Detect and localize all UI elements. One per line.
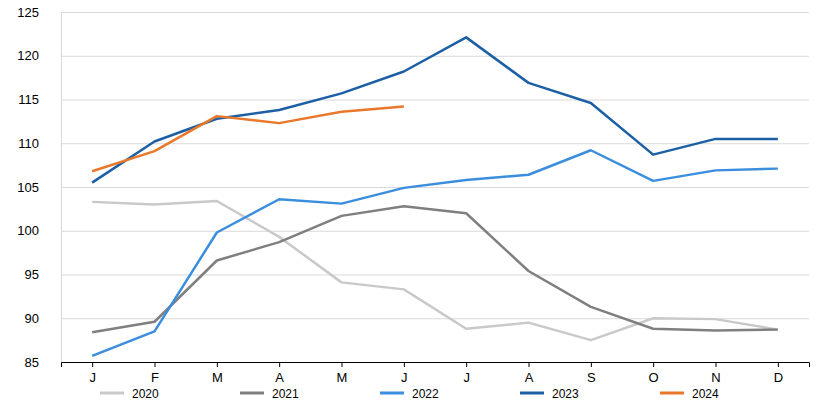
legend-item: 2022 (380, 387, 439, 401)
legend-item: 2024 (660, 387, 719, 401)
y-tick: 100 (17, 223, 809, 238)
x-tick: J (463, 362, 470, 385)
y-tick: 110 (18, 136, 809, 151)
x-tick-mark (279, 362, 280, 367)
x-tick-label: J (463, 370, 470, 385)
grid-line (61, 56, 809, 57)
x-tick-label: M (337, 370, 348, 385)
legend-label: 2023 (552, 387, 579, 401)
x-tick: M (337, 362, 348, 385)
legend-swatch (100, 392, 124, 395)
x-tick-mark (217, 362, 218, 367)
legend-swatch (520, 392, 544, 395)
x-tick-mark (342, 362, 343, 367)
x-tick-label: F (151, 370, 159, 385)
y-tick-label: 120 (17, 48, 39, 63)
series-line (92, 150, 778, 356)
legend-swatch (660, 392, 684, 395)
x-tick: D (774, 362, 783, 385)
grid-line (61, 12, 809, 13)
x-tick-mark (155, 362, 156, 367)
x-tick-mark (404, 362, 405, 367)
y-tick-label: 115 (18, 92, 39, 107)
y-tick: 120 (17, 48, 809, 63)
x-tick: A (275, 362, 284, 385)
x-tick: O (649, 362, 659, 385)
x-tick-mark (466, 362, 467, 367)
lines (92, 37, 778, 356)
legend-swatch (380, 392, 404, 395)
series-line (92, 107, 404, 172)
y-tick-label: 85 (25, 355, 39, 370)
legend-label: 2021 (272, 387, 299, 401)
x-tick-mark (92, 362, 93, 367)
y-tick-label: 95 (25, 267, 39, 282)
legend: 2020 2021 2022 2023 2024 (100, 387, 719, 401)
y-tick: 95 (25, 267, 809, 282)
x-tick: N (711, 362, 720, 385)
x-tick-label: M (212, 370, 223, 385)
x-tick-label: A (525, 370, 534, 385)
y-tick: 115 (18, 92, 809, 107)
legend-item: 2021 (240, 387, 299, 401)
x-tick-mark (591, 362, 592, 367)
x-tick-label: J (401, 370, 408, 385)
grid-line (61, 275, 809, 276)
x-tick-mark (529, 362, 530, 367)
legend-item: 2023 (520, 387, 579, 401)
x-tick: J (401, 362, 408, 385)
legend-label: 2024 (692, 387, 719, 401)
y-tick-label: 90 (25, 311, 39, 326)
x-tick: A (525, 362, 534, 385)
y-axis-line (62, 13, 810, 363)
x-axis-line (62, 363, 810, 368)
x-tick: M (212, 362, 223, 385)
series-line (92, 37, 778, 182)
x-tick-label: N (711, 370, 720, 385)
grid-line (61, 187, 809, 188)
legend-label: 2022 (412, 387, 439, 401)
series-line (92, 201, 778, 340)
y-tick-label: 105 (17, 180, 39, 195)
y-tick: 85 (25, 355, 809, 370)
grid-line (61, 231, 809, 232)
x-tick-label: D (774, 370, 783, 385)
legend-label: 2020 (132, 387, 159, 401)
y-tick-label: 100 (17, 223, 39, 238)
x-tick-label: S (587, 370, 596, 385)
y-tick: 125 (17, 5, 809, 20)
legend-swatch (240, 392, 264, 395)
x-tick-label: O (649, 370, 659, 385)
x-tick-label: J (89, 370, 96, 385)
legend-item: 2020 (100, 387, 159, 401)
y-tick-label: 110 (18, 136, 39, 151)
x-tick-mark (653, 362, 654, 367)
chart: 85 90 95 100 105 110 115 120 125 J F M A M J J A S O N D 2020… (0, 0, 820, 413)
x-tick: F (151, 362, 159, 385)
y-axis: 85 90 95 100 105 110 115 120 125 (17, 5, 809, 370)
x-tick: J (89, 362, 96, 385)
x-tick-mark (778, 362, 779, 367)
x-tick-mark (716, 362, 717, 367)
y-tick-label: 125 (17, 5, 39, 20)
plot: 85 90 95 100 105 110 115 120 125 J F M A M J J A S O N D (17, 5, 809, 386)
x-axis: JFMAMJJASOND (62, 362, 810, 385)
x-tick: S (587, 362, 596, 385)
x-tick-label: A (275, 370, 284, 385)
grid-line (61, 100, 809, 101)
